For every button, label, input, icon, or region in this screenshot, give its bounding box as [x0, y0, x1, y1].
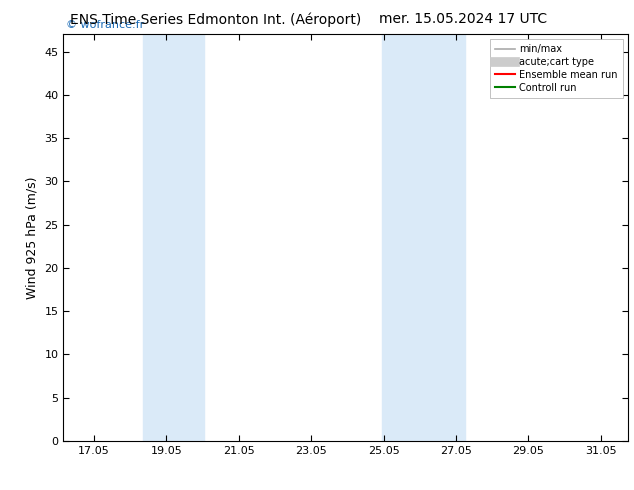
Bar: [382, 34, 465, 441]
Text: mer. 15.05.2024 17 UTC: mer. 15.05.2024 17 UTC: [378, 12, 547, 26]
Y-axis label: Wind 925 hPa (m/s): Wind 925 hPa (m/s): [26, 176, 39, 299]
Legend: min/max, acute;cart type, Ensemble mean run, Controll run: min/max, acute;cart type, Ensemble mean …: [490, 39, 623, 98]
Bar: [143, 34, 205, 441]
Text: ENS Time Series Edmonton Int. (Aéroport): ENS Time Series Edmonton Int. (Aéroport): [70, 12, 361, 27]
Text: © wofrance.fr: © wofrance.fr: [66, 20, 145, 30]
